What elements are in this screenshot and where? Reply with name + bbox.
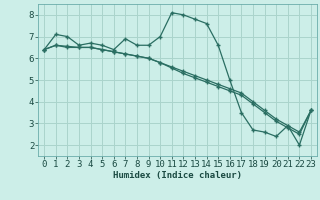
X-axis label: Humidex (Indice chaleur): Humidex (Indice chaleur) (113, 171, 242, 180)
